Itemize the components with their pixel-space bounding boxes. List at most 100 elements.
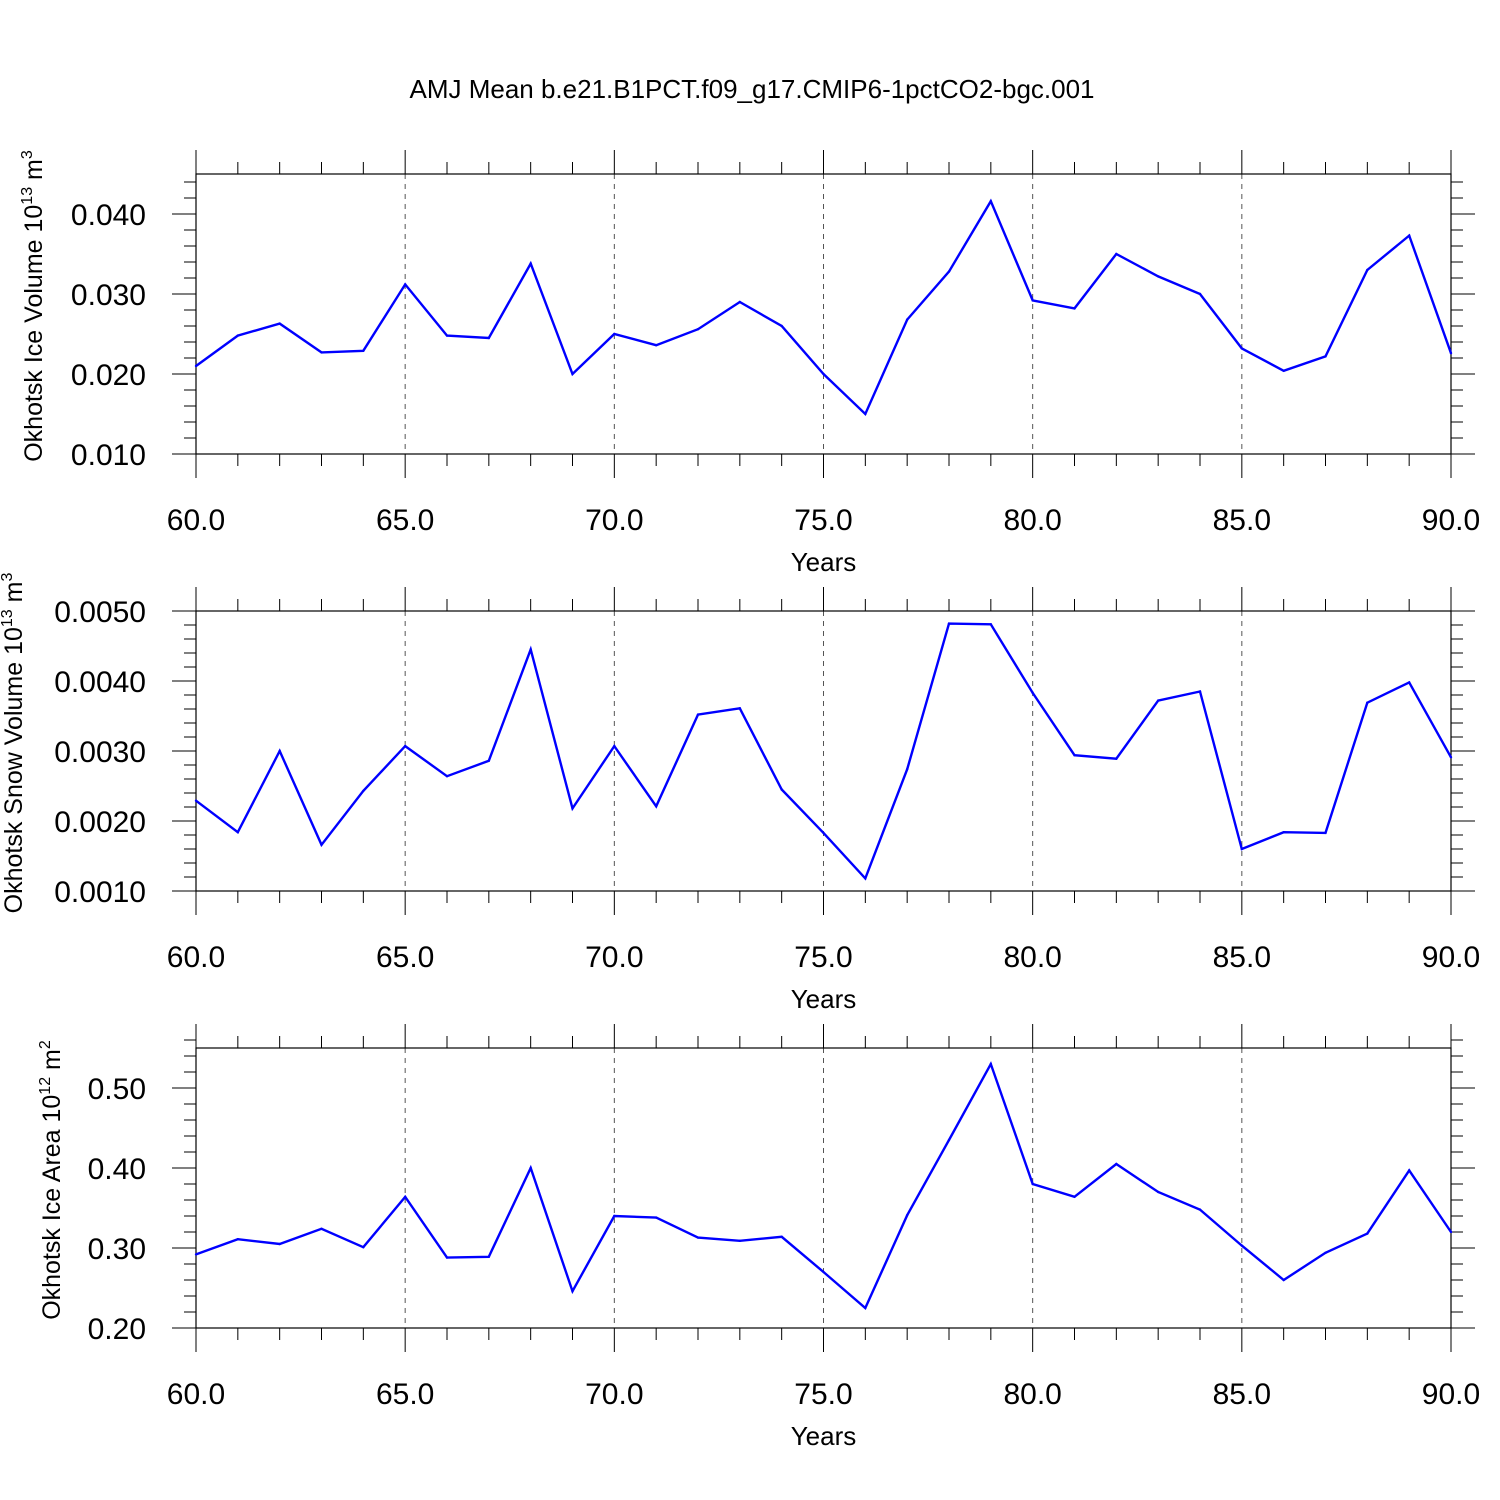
- y-tick-label: 0.40: [88, 1153, 146, 1186]
- data-point: [1282, 369, 1285, 372]
- data-point: [1240, 1244, 1244, 1247]
- x-axis-title: Years: [791, 984, 857, 1014]
- data-point: [529, 1166, 532, 1170]
- data-point: [989, 623, 993, 626]
- data-point: [487, 336, 491, 340]
- data-point: [278, 1242, 281, 1246]
- data-point: [1073, 754, 1076, 757]
- data-point: [864, 412, 867, 416]
- x-tick-label: 85.0: [1213, 1378, 1271, 1411]
- x-tick-label: 75.0: [794, 941, 852, 974]
- figure-title: AMJ Mean b.e21.B1PCT.f09_g17.CMIP6-1pctC…: [409, 74, 1094, 104]
- data-point: [1198, 1208, 1202, 1211]
- data-point: [738, 300, 742, 304]
- data-point: [947, 1138, 951, 1142]
- data-point: [445, 334, 449, 337]
- data-point: [1073, 1195, 1076, 1199]
- data-point: [1449, 1230, 1453, 1234]
- data-point: [696, 713, 700, 716]
- data-point: [1282, 831, 1285, 834]
- data-point: [989, 1062, 993, 1066]
- y-tick-label: 0.010: [71, 439, 146, 472]
- data-point: [1366, 701, 1369, 704]
- data-point: [403, 283, 407, 286]
- x-tick-label: 85.0: [1213, 941, 1271, 974]
- data-point: [696, 328, 700, 331]
- panels: 60.0 65.0 70.0 75.0 80.0 85.0 90.0 0.010 0.020 0.…: [0, 150, 1480, 1451]
- x-tick-label: 60.0: [167, 941, 225, 974]
- y-tick-label: 0.0010: [54, 876, 146, 909]
- x-tick-label: 70.0: [585, 941, 643, 974]
- x-tick-label: 70.0: [585, 1378, 643, 1411]
- data-point: [236, 334, 240, 337]
- y-tick-label: 0.0020: [54, 806, 146, 839]
- data-point: [445, 775, 449, 778]
- data-point: [864, 877, 867, 880]
- y-tick-label: 0.040: [71, 199, 146, 232]
- data-point: [1240, 347, 1244, 350]
- data-point: [654, 1216, 658, 1219]
- x-tick-label: 60.0: [167, 1378, 225, 1411]
- data-point: [613, 1214, 616, 1218]
- data-point: [905, 318, 909, 321]
- data-point: [362, 349, 365, 352]
- data-point: [362, 1246, 365, 1249]
- x-tick-label: 65.0: [376, 1378, 434, 1411]
- data-point: [236, 1238, 240, 1241]
- data-point: [780, 788, 783, 791]
- data-point: [529, 648, 532, 651]
- data-point: [403, 1195, 407, 1199]
- data-point: [278, 322, 281, 325]
- data-point: [320, 843, 323, 846]
- data-point: [780, 324, 783, 328]
- data-point: [571, 807, 574, 810]
- data-point: [1156, 1190, 1160, 1194]
- data-point: [1449, 756, 1453, 759]
- y-tick-label: 0.50: [88, 1073, 146, 1106]
- data-point: [613, 332, 616, 336]
- data-point: [1156, 699, 1160, 702]
- x-tick-label: 80.0: [1003, 1378, 1061, 1411]
- data-point: [989, 200, 993, 203]
- y-tick-label: 0.030: [71, 279, 146, 312]
- data-point: [1324, 355, 1327, 358]
- y-tick-label: 0.0030: [54, 736, 146, 769]
- data-point: [194, 1253, 198, 1256]
- data-point: [822, 1270, 825, 1274]
- data-point: [320, 351, 323, 354]
- x-tick-label: 60.0: [167, 504, 225, 537]
- y-tick-label: 0.0040: [54, 666, 146, 699]
- data-point: [403, 744, 407, 748]
- x-tick-label: 90.0: [1422, 941, 1480, 974]
- data-point: [1198, 292, 1202, 296]
- y-tick-label: 0.20: [88, 1313, 146, 1346]
- data-point: [571, 372, 574, 376]
- data-point: [1156, 275, 1160, 278]
- data-point: [947, 622, 951, 625]
- data-point: [822, 372, 825, 376]
- x-tick-label: 75.0: [794, 504, 852, 537]
- data-point: [1115, 252, 1118, 256]
- x-tick-label: 85.0: [1213, 504, 1271, 537]
- data-point: [571, 1290, 574, 1293]
- data-point: [1031, 691, 1034, 695]
- data-point: [529, 262, 532, 265]
- data-point: [822, 831, 825, 835]
- y-tick-label: 0.30: [88, 1233, 146, 1266]
- data-point: [905, 768, 909, 771]
- data-point: [320, 1227, 323, 1231]
- data-point: [1407, 681, 1411, 684]
- data-point: [445, 1256, 449, 1259]
- data-point: [1366, 268, 1369, 272]
- data-point: [487, 1255, 491, 1259]
- x-tick-label: 75.0: [794, 1378, 852, 1411]
- x-tick-label: 80.0: [1003, 941, 1061, 974]
- data-point: [1031, 299, 1034, 302]
- x-tick-label: 70.0: [585, 504, 643, 537]
- data-point: [947, 270, 951, 273]
- data-point: [194, 364, 198, 368]
- data-point: [1366, 1232, 1369, 1235]
- data-point: [1073, 307, 1076, 310]
